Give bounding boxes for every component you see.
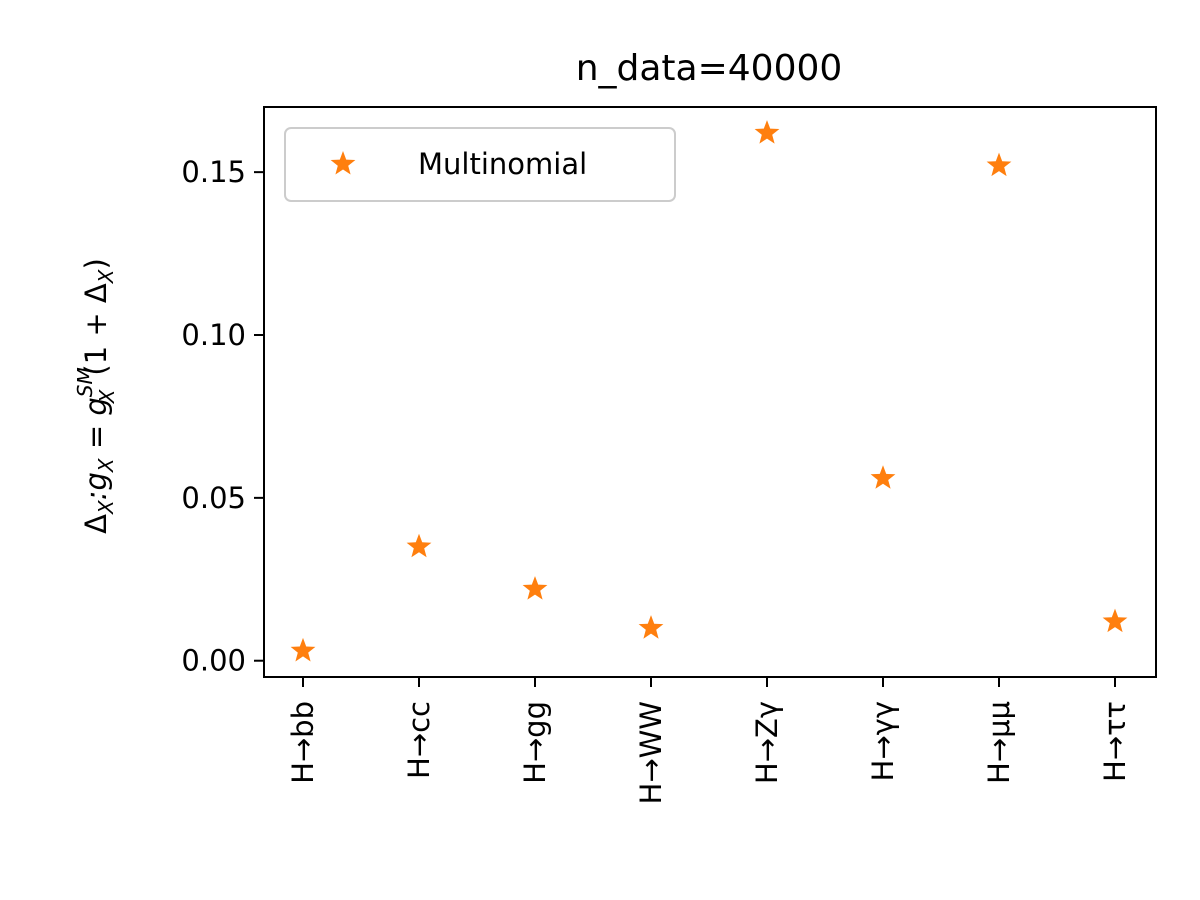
x-tick-label: H→gg [518, 701, 552, 784]
x-tick-label: H→bb [286, 701, 320, 784]
data-point-star [1102, 608, 1128, 633]
x-tick-label: H→γγ [866, 701, 900, 781]
y-label-suffix-open: (1 + Δ [79, 283, 113, 376]
x-tick-label: H→Zγ [750, 701, 784, 784]
y-label-delta-sub: X [94, 499, 118, 515]
legend-label: Multinomial [418, 147, 587, 181]
y-label-equals-g: = g [79, 397, 113, 458]
data-point-star [406, 533, 432, 558]
data-point-star [638, 615, 664, 639]
x-tick-label: H→ττ [1098, 701, 1132, 782]
y-label-colon-g: :g [79, 472, 113, 500]
y-label-delta: Δ [79, 514, 113, 534]
legend: Multinomial [284, 127, 676, 202]
y-tick-label: 0.15 [181, 155, 246, 189]
plot-frame [263, 106, 1157, 678]
legend-box [284, 127, 676, 202]
data-point-star [870, 465, 896, 489]
y-tick-label: 0.10 [181, 318, 246, 352]
legend-marker-star [330, 151, 356, 175]
x-tick-label: H→μμ [982, 701, 1016, 784]
y-label-g-sub: X [94, 457, 118, 473]
chart-title: n_data=40000 [576, 48, 843, 89]
y-label-suffix-sub: X [94, 268, 118, 284]
y-tick-label: 0.00 [181, 644, 246, 678]
x-axis-ticks: H→bb H→cc H→gg H→WW H→Zγ H→γγ H→μμ H→ττ [286, 677, 1132, 804]
x-tick-label: H→cc [402, 701, 436, 779]
y-label-sm-sub: X [95, 388, 119, 404]
y-axis-label: ΔX:gX = gSMX(1 + ΔX) [73, 258, 119, 534]
data-point-star [290, 637, 316, 662]
y-axis-ticks: 0.00 0.05 0.10 0.15 [181, 155, 264, 678]
y-label-sm-sup: SM [73, 367, 97, 397]
data-point-star [754, 120, 780, 144]
legend-marker-holder [330, 151, 356, 175]
data-points [290, 120, 1128, 662]
data-point-star [522, 576, 548, 600]
y-label-suffix-close: ) [79, 258, 113, 269]
data-point-star [986, 152, 1012, 177]
x-tick-label: H→WW [634, 701, 668, 804]
y-tick-label: 0.05 [181, 481, 246, 515]
